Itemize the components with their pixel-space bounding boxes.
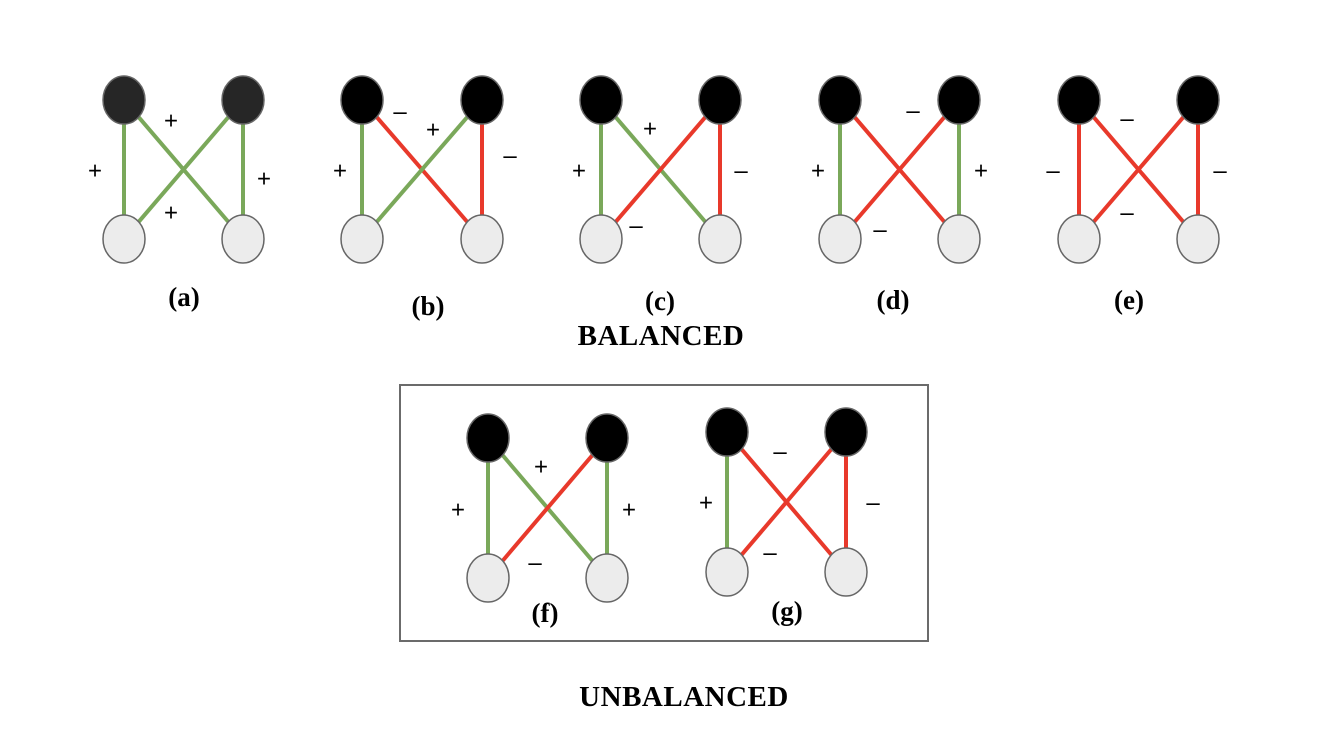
node-tl-a — [102, 75, 146, 125]
node-bl-f — [466, 553, 510, 603]
sign-label-right-d: + — [974, 158, 988, 185]
node-br-c — [698, 214, 742, 264]
node-tr-d — [937, 75, 981, 125]
sign-label-right-c: – — [734, 158, 748, 185]
unbalanced-label: UNBALANCED — [579, 681, 789, 713]
sign-label-right-f: + — [622, 497, 636, 524]
sign-label-right-b: – — [503, 143, 517, 170]
node-tl-c — [579, 75, 623, 125]
graph-e: – – – – — [1046, 75, 1227, 264]
node-bl-b — [340, 214, 384, 264]
graph-g: + – – – — [699, 407, 880, 597]
graph-d: + + – – — [811, 75, 988, 264]
sign-label-left-b: + — [333, 158, 347, 185]
sign-label-left-f: + — [451, 497, 465, 524]
sign-label-cross-tr-bl-b: + — [426, 117, 440, 144]
node-tr-f — [585, 413, 629, 463]
node-tl-g — [705, 407, 749, 457]
node-tl-d — [818, 75, 862, 125]
node-bl-d — [818, 214, 862, 264]
sign-label-left-e: – — [1046, 158, 1060, 185]
sign-label-cross-tl-br-f: + — [534, 454, 548, 481]
sign-label-cross-tl-br-g: – — [763, 540, 777, 567]
graph-b: +––+ — [333, 75, 517, 264]
sign-label-cross-tr-bl-a: + — [164, 200, 178, 227]
edge-cross-tr-bl-a — [122, 98, 245, 241]
node-tl-f — [466, 413, 510, 463]
node-bl-c — [579, 214, 623, 264]
graph-a: + + + + — [88, 75, 271, 264]
edge-cross-tr-bl-e — [1077, 98, 1200, 241]
node-br-e — [1176, 214, 1220, 264]
caption-d: (d) — [876, 285, 910, 315]
caption-b: (b) — [411, 291, 445, 321]
caption-c: (c) — [645, 286, 675, 316]
node-br-d — [937, 214, 981, 264]
node-tr-e — [1176, 75, 1220, 125]
graph-c: + – + – — [572, 75, 748, 264]
edge-cross-tr-bl-d — [838, 98, 961, 241]
node-br-a — [221, 214, 265, 264]
edge-cross-tr-bl-b — [360, 98, 484, 241]
sign-label-right-a: + — [257, 166, 271, 193]
sign-label-cross-tr-bl-d: – — [906, 98, 920, 125]
sign-label-left-c: + — [572, 158, 586, 185]
edge-cross-tr-bl-f — [486, 436, 609, 580]
caption-g: (g) — [771, 596, 803, 626]
node-tr-a — [221, 75, 265, 125]
sign-label-cross-tl-br-e: – — [1120, 106, 1134, 133]
caption-e: (e) — [1114, 285, 1144, 315]
edge-cross-tr-bl-g — [725, 430, 848, 574]
sign-label-left-a: + — [88, 158, 102, 185]
caption-a: (a) — [168, 282, 200, 312]
sign-label-right-g: – — [866, 490, 880, 517]
sign-label-cross-tl-br-d: – — [873, 217, 887, 244]
graph-f: + + + – — [451, 413, 636, 603]
node-tl-e — [1057, 75, 1101, 125]
node-br-g — [824, 547, 868, 597]
edge-cross-tr-bl-c — [599, 98, 722, 241]
sign-label-cross-tl-br-b: – — [393, 99, 407, 126]
node-tr-c — [698, 75, 742, 125]
sign-label-left-d: + — [811, 158, 825, 185]
caption-f: (f) — [531, 598, 559, 628]
balanced-label: BALANCED — [577, 320, 745, 352]
node-bl-g — [705, 547, 749, 597]
sign-label-cross-tl-br-a: + — [164, 108, 178, 135]
node-tr-b — [460, 75, 504, 125]
node-br-b — [460, 214, 504, 264]
sign-label-cross-tr-bl-f: – — [528, 550, 542, 577]
node-tl-b — [340, 75, 384, 125]
sign-label-cross-tl-br-c: + — [643, 116, 657, 143]
unbalanced-box — [399, 384, 929, 642]
node-bl-a — [102, 214, 146, 264]
node-tr-g — [824, 407, 868, 457]
sign-label-cross-tr-bl-e: – — [1120, 200, 1134, 227]
sign-label-cross-tr-bl-g: – — [773, 439, 787, 466]
node-br-f — [585, 553, 629, 603]
sign-label-right-e: – — [1213, 158, 1227, 185]
sign-label-left-g: + — [699, 490, 713, 517]
node-bl-e — [1057, 214, 1101, 264]
sign-label-cross-tr-bl-c: – — [629, 213, 643, 240]
